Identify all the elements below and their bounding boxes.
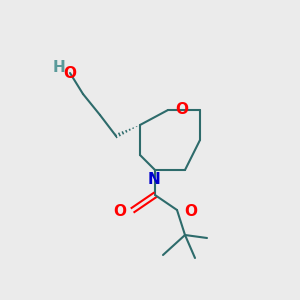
Text: O: O bbox=[113, 205, 126, 220]
Text: H: H bbox=[52, 61, 65, 76]
Text: N: N bbox=[148, 172, 160, 187]
Text: O: O bbox=[184, 205, 197, 220]
Text: O: O bbox=[64, 65, 76, 80]
Text: O: O bbox=[175, 103, 188, 118]
